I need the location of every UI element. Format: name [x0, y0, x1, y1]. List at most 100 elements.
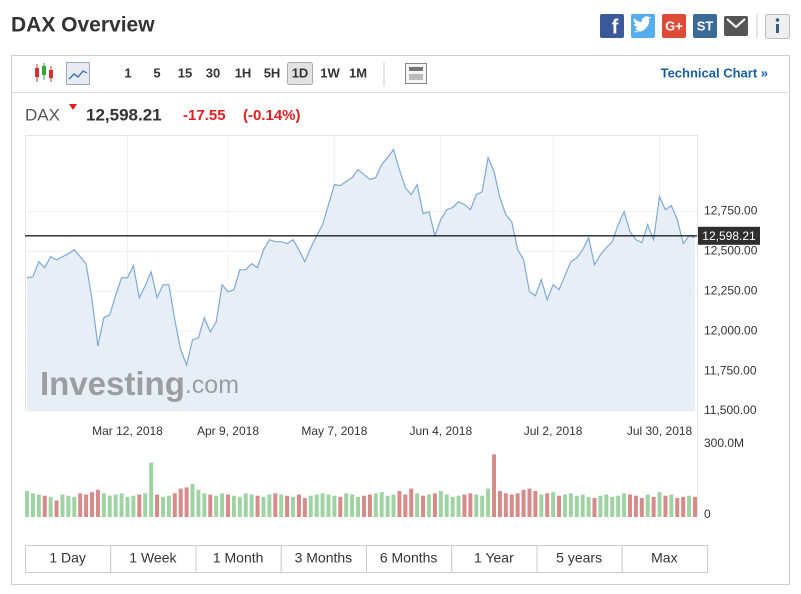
volume-bar [391, 494, 396, 517]
x-tick-label: Mar 12, 2018 [92, 424, 163, 438]
volume-bar [72, 496, 77, 517]
area-fill [27, 149, 695, 411]
interval-label: 5 [153, 65, 160, 80]
interval-button[interactable]: 1 [124, 65, 131, 80]
range-button[interactable]: 1 Month [195, 545, 282, 573]
interval-button[interactable]: 30 [206, 65, 220, 80]
info-button[interactable] [765, 14, 790, 39]
volume-bar [474, 494, 479, 517]
interval-button[interactable]: 1D [287, 62, 313, 85]
volume-bar [486, 488, 491, 517]
interval-label: 1M [349, 65, 367, 80]
volume-bar [663, 495, 668, 517]
volume-bar [456, 495, 461, 517]
page-title: DAX Overview [11, 14, 155, 37]
interval-button[interactable]: 5H [264, 65, 281, 80]
volume-bar [166, 495, 171, 517]
volume-bar [651, 496, 656, 517]
volume-bar [30, 493, 35, 517]
candle-button[interactable] [35, 63, 53, 82]
range-button[interactable]: 1 Week [110, 545, 197, 573]
volume-bar [562, 494, 567, 517]
volume-bar [137, 494, 142, 517]
volume-bar [78, 493, 83, 517]
volume-bar [681, 496, 686, 517]
volume-bar [125, 496, 130, 517]
range-button-label: 5 years [556, 550, 602, 566]
volume-bar [190, 483, 195, 517]
volume-bar [379, 492, 384, 517]
range-button-box [195, 545, 282, 573]
range-button[interactable]: Max [621, 545, 708, 573]
volume-bar [184, 487, 189, 517]
volume-bar [220, 493, 225, 517]
volume-bar [557, 495, 562, 517]
volume-bar [426, 494, 431, 517]
range-button[interactable]: 6 Months [366, 545, 453, 573]
volume-bar [149, 462, 154, 517]
active-highlight [287, 62, 313, 85]
facebook-button[interactable]: f [600, 14, 624, 38]
volume-bar [296, 494, 301, 517]
range-button[interactable]: 1 Year [451, 545, 538, 573]
volume-bar [101, 493, 106, 517]
volume-bar [515, 493, 520, 517]
volume-bar [533, 490, 538, 517]
twitter-bird [633, 16, 651, 33]
technical-chart-link[interactable]: Technical Chart » [661, 65, 768, 80]
volume-bar [131, 495, 136, 517]
line-chart-button[interactable] [66, 62, 90, 85]
volume-bar [586, 496, 591, 517]
interval-button[interactable]: 15 [178, 65, 192, 80]
volume-bar [527, 488, 532, 517]
range-button[interactable]: 1 Day [25, 545, 112, 573]
volume-bar [367, 494, 372, 517]
y-tick-label: 11,750.00 [704, 363, 757, 377]
volume-bar [503, 493, 508, 517]
range-button[interactable]: 3 Months [280, 545, 367, 573]
email-button[interactable] [724, 16, 748, 36]
volume-bar [196, 489, 201, 517]
volume-bar [202, 493, 207, 517]
volume-bar [669, 494, 674, 517]
chart: Mar 12, 2018 Apr 9, 2018 May 7, 2018 Jun 4,… [25, 135, 760, 521]
volume-bar [521, 489, 526, 517]
layout-bar [409, 67, 423, 71]
stocktwits-button[interactable]: ST [693, 14, 717, 38]
interval-button[interactable]: 1W [320, 65, 340, 80]
volume-bar [320, 493, 325, 517]
email-flap [726, 18, 746, 29]
layout-button[interactable] [405, 63, 427, 84]
volume-bar [291, 496, 296, 517]
interval-button[interactable]: 1M [349, 65, 367, 80]
range-button-box [25, 545, 112, 573]
volume-bar [143, 493, 148, 517]
volume-bar [308, 495, 313, 517]
volume-bar [36, 494, 41, 517]
volume-bar [60, 494, 65, 517]
volume-bar [279, 494, 284, 517]
volume-bar [397, 490, 402, 517]
stocktwits-label: ST [697, 18, 714, 33]
interval-button[interactable]: 5 [153, 65, 160, 80]
price-line [26, 148, 696, 367]
line-chart-icon [66, 62, 90, 85]
volume-bar [302, 498, 307, 517]
range-button[interactable]: 5 years [536, 545, 623, 573]
volume-bar [657, 492, 662, 517]
volume-bar [361, 495, 366, 517]
volume-bar [267, 494, 272, 517]
twitter-button[interactable] [631, 14, 655, 38]
interval-button[interactable]: 1H [235, 65, 252, 80]
volume-bar [598, 495, 603, 517]
volume-bar [225, 494, 230, 517]
google-plus-icon [662, 14, 686, 38]
volume-bar [107, 495, 112, 517]
volume-bar [172, 493, 177, 517]
volume-bar [160, 496, 165, 517]
volume-bar [568, 493, 573, 517]
volume-bar [592, 498, 597, 517]
volume-bar [84, 494, 89, 517]
google-plus-button[interactable]: G+ [662, 14, 686, 38]
